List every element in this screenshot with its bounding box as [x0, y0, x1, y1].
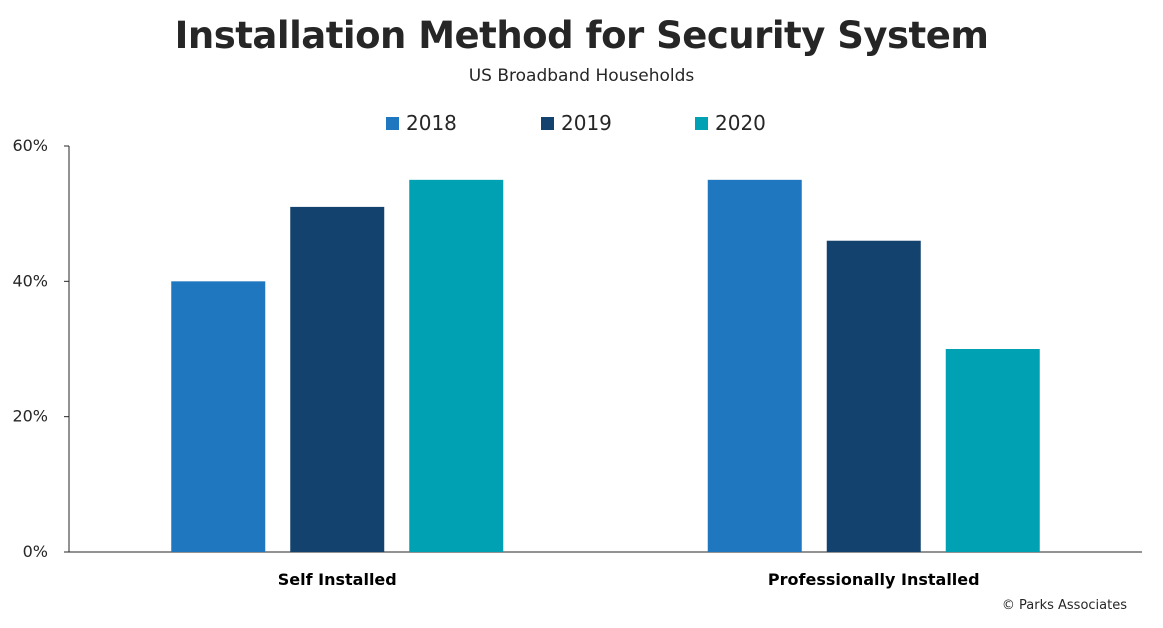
- y-tick-label: 20%: [12, 407, 48, 426]
- y-tick-label: 0%: [23, 542, 48, 561]
- legend-label-2020: 2020: [715, 111, 766, 135]
- legend-label-2018: 2018: [406, 111, 457, 135]
- legend-swatch-2018: [386, 116, 399, 130]
- bar-2019: [826, 240, 921, 552]
- legend-swatch-2020: [695, 116, 708, 130]
- legend-item-2018: 2018: [386, 111, 457, 135]
- chart-subtitle: US Broadband Households: [468, 66, 695, 86]
- bar-2020: [409, 179, 504, 553]
- y-tick-label: 60%: [12, 136, 48, 155]
- chart-title: Installation Method for Security System: [174, 14, 989, 57]
- bar-2019: [290, 206, 385, 552]
- y-tick-label: 40%: [12, 271, 48, 290]
- legend-item-2020: 2020: [695, 111, 766, 135]
- legend-swatch-2019: [541, 116, 554, 130]
- bar-2018: [171, 281, 266, 552]
- bar-2020: [945, 349, 1040, 552]
- chart-legend: 2018 2019 2020: [0, 111, 1163, 137]
- x-category-label: Professionally Installed: [768, 570, 980, 589]
- copyright-notice: © Parks Associates: [1001, 598, 1127, 613]
- x-category-label: Self Installed: [278, 570, 397, 589]
- bar-2018: [707, 179, 802, 553]
- legend-label-2019: 2019: [561, 111, 612, 135]
- legend-item-2019: 2019: [541, 111, 612, 135]
